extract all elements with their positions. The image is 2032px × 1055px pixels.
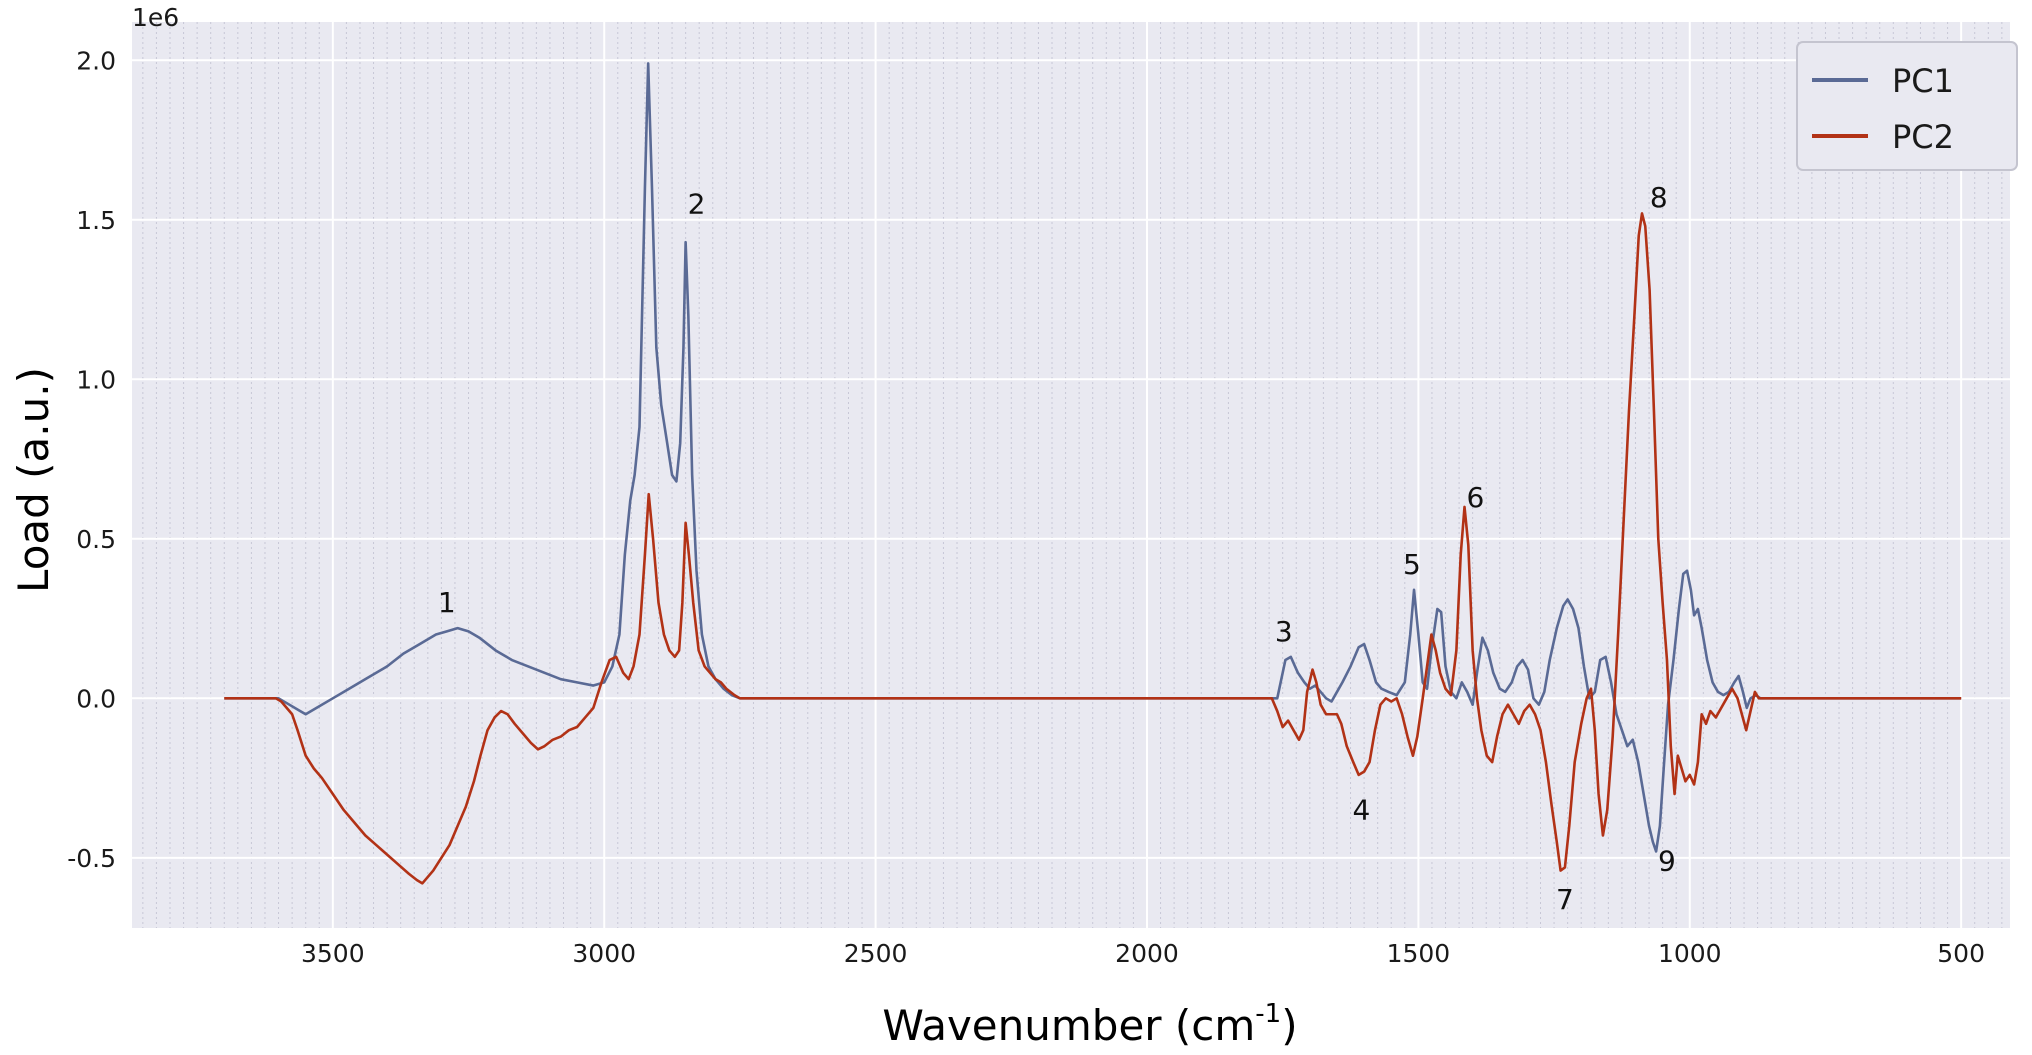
y-offset-text: 1e6 (132, 3, 179, 32)
y-axis-label: Load (a.u.) (9, 367, 58, 593)
y-tick-label: -0.5 (67, 844, 116, 873)
peak-annotation-5: 5 (1403, 548, 1421, 581)
x-tick-label: 2000 (1115, 939, 1179, 968)
x-tick-label: 1000 (1658, 939, 1722, 968)
x-tick-label: 2500 (844, 939, 908, 968)
x-tick-label: 3500 (301, 939, 365, 968)
tick-labels: 3500 3000 2500 2000 1500 1000 500 -0.5 0.0 0.5 1.0… (67, 46, 1985, 968)
peak-annotation-8: 8 (1650, 181, 1668, 214)
y-tick-label: 1.0 (76, 365, 116, 394)
y-tick-label: 1.5 (76, 206, 116, 235)
peak-annotations: 1 2 3 4 5 6 7 8 9 (438, 181, 1676, 916)
legend: PC1 PC2 (1796, 41, 2018, 171)
peak-annotation-9: 9 (1658, 845, 1676, 878)
x-axis-label-end: ) (1281, 1001, 1297, 1050)
x-tick-label: 3000 (572, 939, 636, 968)
x-axis-label-superscript: -1 (1255, 999, 1281, 1029)
x-axis-label: Wavenumber (cm-1) (882, 999, 1297, 1050)
legend-label-pc2: PC2 (1892, 118, 1954, 156)
series-line-pc2 (224, 212, 1962, 885)
y-tick-label: 0.5 (76, 525, 116, 554)
x-tick-label: 500 (1937, 939, 1985, 968)
plot-area (132, 22, 2010, 928)
y-tick-label: 0.0 (76, 684, 116, 713)
peak-annotation-3: 3 (1275, 615, 1293, 648)
peak-annotation-7: 7 (1556, 883, 1574, 916)
peak-annotation-2: 2 (688, 187, 706, 220)
peak-annotation-1: 1 (438, 586, 456, 619)
peak-annotation-4: 4 (1352, 794, 1370, 827)
x-tick-label: 1500 (1387, 939, 1451, 968)
x-axis-label-main: Wavenumber (cm (882, 1001, 1255, 1050)
series-lines (224, 62, 1962, 885)
peak-annotation-6: 6 (1466, 481, 1484, 514)
legend-label-pc1: PC1 (1892, 62, 1954, 100)
grid (132, 22, 2010, 928)
y-tick-label: 2.0 (76, 46, 116, 75)
